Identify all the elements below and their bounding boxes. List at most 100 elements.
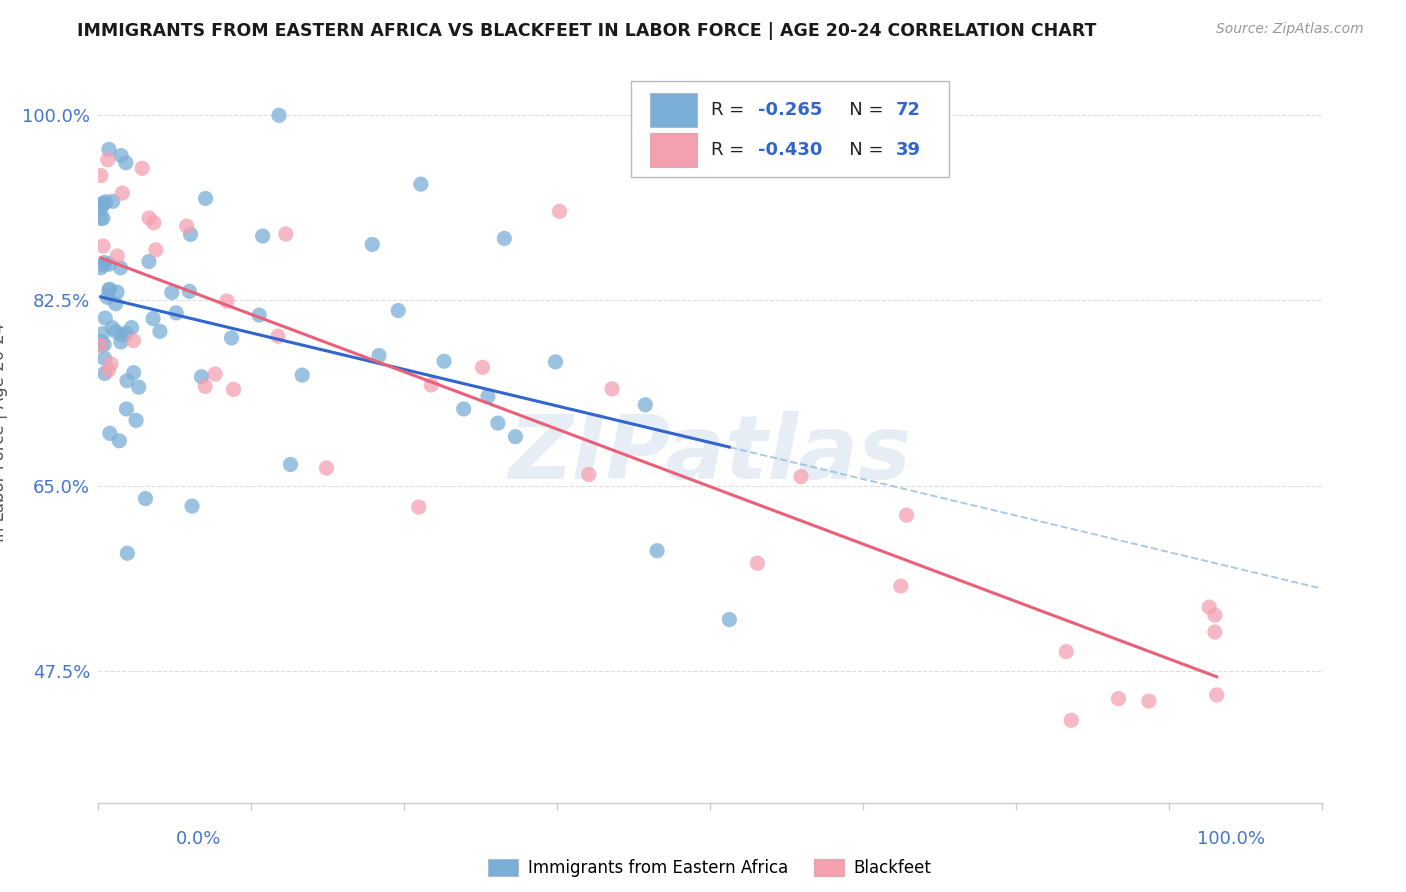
Point <box>181 499 204 513</box>
Point <box>90 338 112 352</box>
Point <box>90 338 112 352</box>
Point <box>267 329 290 343</box>
Point <box>1054 644 1077 658</box>
Text: N =: N = <box>832 101 890 119</box>
Bar <box>650 133 696 168</box>
Point <box>90 334 112 349</box>
Point <box>1137 694 1160 708</box>
Point <box>90 169 112 183</box>
Point <box>121 320 143 334</box>
Point <box>138 211 160 225</box>
Point <box>315 461 337 475</box>
Point <box>115 374 138 388</box>
Point <box>194 379 217 393</box>
Point <box>433 354 456 368</box>
Point <box>471 360 494 375</box>
Point <box>93 255 115 269</box>
Text: 39: 39 <box>896 141 921 160</box>
Point <box>104 297 127 311</box>
Point <box>505 430 527 444</box>
Point <box>267 108 290 122</box>
Point <box>176 219 198 233</box>
Point <box>101 320 124 334</box>
Point <box>142 216 165 230</box>
Point <box>1205 688 1227 702</box>
Point <box>194 191 217 205</box>
Point <box>97 363 120 377</box>
Point <box>420 378 443 392</box>
Point <box>387 303 409 318</box>
Point <box>105 285 128 299</box>
Text: 100.0%: 100.0% <box>1198 830 1265 847</box>
Point <box>1204 608 1226 623</box>
Point <box>97 290 120 304</box>
Point <box>408 500 430 514</box>
Point <box>94 311 117 326</box>
Point <box>131 161 153 176</box>
Point <box>453 401 475 416</box>
Point <box>91 211 114 226</box>
Point <box>93 337 115 351</box>
Point <box>115 155 138 169</box>
Point <box>149 325 172 339</box>
Point <box>90 260 112 275</box>
Text: Source: ZipAtlas.com: Source: ZipAtlas.com <box>1216 22 1364 37</box>
Point <box>93 367 115 381</box>
Point <box>486 416 509 430</box>
Bar <box>630 81 949 178</box>
Point <box>145 243 167 257</box>
Point <box>91 239 114 253</box>
Bar <box>650 93 696 127</box>
Text: N =: N = <box>832 141 890 160</box>
Point <box>93 351 115 366</box>
Point <box>111 328 134 343</box>
Point <box>890 579 912 593</box>
Point <box>600 382 623 396</box>
Point <box>896 508 918 523</box>
Point <box>115 326 138 340</box>
Point <box>634 398 657 412</box>
Point <box>247 308 270 322</box>
Point <box>222 383 245 397</box>
Point <box>115 401 138 416</box>
Point <box>98 426 121 441</box>
Point <box>790 469 813 483</box>
Point <box>101 194 124 209</box>
Y-axis label: In Labor Force | Age 20-24: In Labor Force | Age 20-24 <box>0 323 8 542</box>
Point <box>368 349 391 363</box>
Point <box>125 413 148 427</box>
Point <box>204 367 226 381</box>
Point <box>138 254 160 268</box>
Text: R =: R = <box>711 101 751 119</box>
Point <box>110 260 132 275</box>
Point <box>179 285 201 299</box>
Point <box>90 211 112 226</box>
Point <box>1198 600 1220 615</box>
Point <box>160 285 183 300</box>
Point <box>477 389 499 403</box>
Point <box>190 369 212 384</box>
Text: IMMIGRANTS FROM EASTERN AFRICA VS BLACKFEET IN LABOR FORCE | AGE 20-24 CORRELATI: IMMIGRANTS FROM EASTERN AFRICA VS BLACKF… <box>77 22 1097 40</box>
Point <box>100 357 122 371</box>
Text: 0.0%: 0.0% <box>176 830 221 847</box>
Point <box>98 257 121 271</box>
Point <box>718 613 741 627</box>
Point <box>1204 625 1226 640</box>
Point <box>111 186 134 201</box>
Point <box>1060 713 1083 727</box>
Legend: Immigrants from Eastern Africa, Blackfeet: Immigrants from Eastern Africa, Blackfee… <box>482 852 938 883</box>
Point <box>747 556 769 570</box>
Point <box>93 258 115 272</box>
Point <box>105 249 128 263</box>
Point <box>122 334 145 348</box>
Point <box>110 148 132 162</box>
Point <box>274 227 297 241</box>
Point <box>90 202 112 216</box>
Point <box>134 491 156 506</box>
Point <box>128 380 150 394</box>
Point <box>548 204 571 219</box>
Point <box>494 231 516 245</box>
Point <box>280 458 302 472</box>
Point <box>97 142 120 156</box>
Point <box>1108 691 1130 706</box>
